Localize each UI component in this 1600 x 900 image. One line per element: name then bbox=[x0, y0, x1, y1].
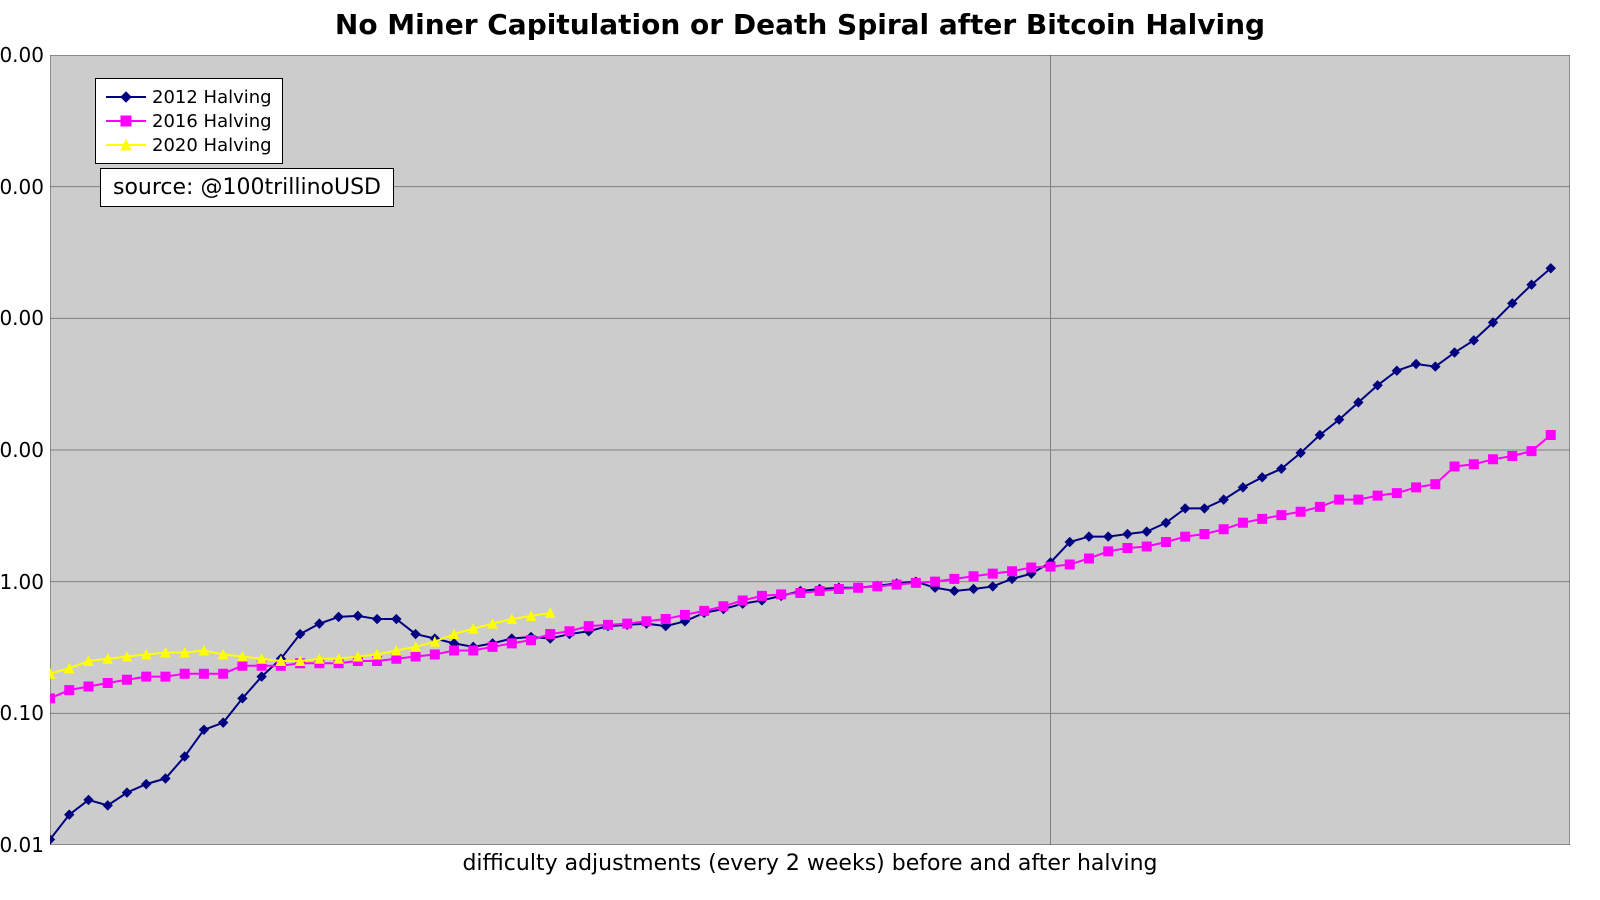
legend-item: 2016 Halving bbox=[106, 109, 272, 133]
y-tick-label: 0.01 bbox=[0, 833, 44, 857]
x-axis-label: difficulty adjustments (every 2 weeks) b… bbox=[50, 851, 1570, 876]
y-tick-label: 0.00 bbox=[0, 438, 44, 462]
legend-swatch bbox=[106, 135, 146, 155]
y-tick-label: 0.10 bbox=[0, 701, 44, 725]
y-tick-label: 00.00 bbox=[0, 306, 44, 330]
y-tick-label: 00.00 bbox=[0, 175, 44, 199]
legend: 2012 Halving 2016 Halving 2020 Halving bbox=[95, 78, 283, 164]
legend-swatch bbox=[106, 87, 146, 107]
source-text: source: @100trillinoUSD bbox=[113, 175, 381, 200]
legend-label: 2016 Halving bbox=[152, 111, 272, 132]
legend-label: 2012 Halving bbox=[152, 87, 272, 108]
chart-root: No Miner Capitulation or Death Spiral af… bbox=[0, 0, 1600, 900]
legend-label: 2020 Halving bbox=[152, 135, 272, 156]
chart-title: No Miner Capitulation or Death Spiral af… bbox=[0, 8, 1600, 41]
legend-item: 2012 Halving bbox=[106, 85, 272, 109]
y-tick-label: 1.00 bbox=[0, 570, 44, 594]
y-tick-label: 00.00 bbox=[0, 43, 44, 67]
legend-item: 2020 Halving bbox=[106, 133, 272, 157]
legend-swatch bbox=[106, 111, 146, 131]
source-annotation: source: @100trillinoUSD bbox=[100, 168, 394, 207]
